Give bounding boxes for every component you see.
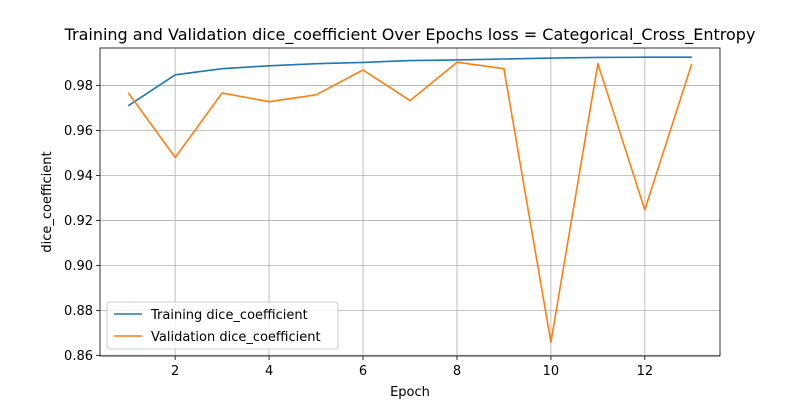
- x-tick-label: 10: [543, 364, 560, 379]
- y-axis-label: dice_coefficient: [40, 151, 55, 252]
- y-tick-label: 0.94: [64, 169, 93, 184]
- series-lines: [127, 56, 693, 344]
- x-axis-label: Epoch: [390, 385, 430, 400]
- legend-box: [106, 301, 339, 350]
- legend: Training dice_coefficient Validation dic…: [106, 301, 339, 350]
- legend-label-training: Training dice_coefficient: [150, 308, 308, 323]
- validation-line: [127, 61, 693, 344]
- chart-title: Training and Validation dice_coefficient…: [64, 25, 756, 45]
- y-tick-label: 0.90: [64, 259, 93, 274]
- x-tick-label: 2: [171, 364, 179, 379]
- x-tick-label: 4: [265, 364, 273, 379]
- plot-frame: [99, 47, 721, 357]
- axis-ticks: 2 4 6 8 10 12 0.86 0.88 0.90 0.92 0.94 0.96 0.98: [64, 79, 653, 379]
- y-tick-label: 0.86: [64, 349, 93, 364]
- x-tick-label: 6: [359, 364, 367, 379]
- x-tick-label: 8: [453, 364, 461, 379]
- y-tick-label: 0.96: [64, 124, 93, 139]
- training-line: [127, 56, 692, 107]
- y-tick-label: 0.98: [64, 79, 93, 94]
- y-tick-label: 0.88: [64, 304, 93, 319]
- y-tick-label: 0.92: [64, 214, 93, 229]
- legend-label-validation: Validation dice_coefficient: [151, 330, 321, 345]
- x-tick-label: 12: [637, 364, 654, 379]
